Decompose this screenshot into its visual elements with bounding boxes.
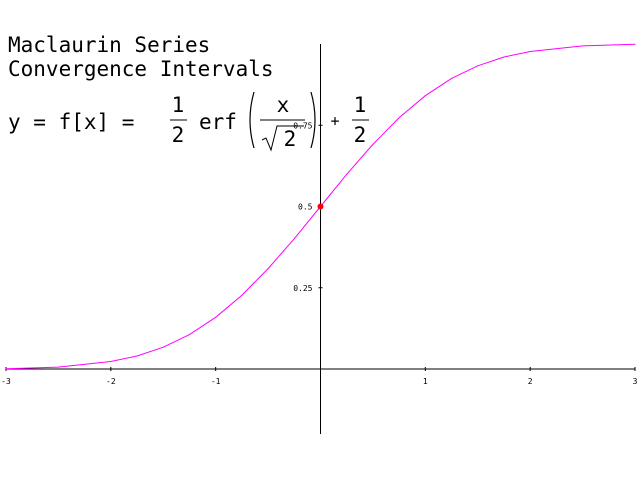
data-point [267,268,269,270]
data-point [5,368,7,370]
formula-plus: + [330,112,339,130]
data-point [503,56,505,58]
data-point [582,45,584,47]
x-tick-label: -2 [106,377,116,386]
formula-lhs: y = f[x] = [8,110,134,134]
formula-half-numerator: 1 [172,93,185,117]
data-point [451,77,453,79]
y-tick-label: 0.25 [293,284,312,293]
chart-title-line-2: Convergence Intervals [8,57,274,81]
x-tick-label: 3 [633,377,638,386]
formula-right-paren [310,91,316,149]
x-tick-label: 2 [528,377,533,386]
formula-left-paren [249,91,255,149]
x-tick-label: -3 [1,377,11,386]
x-tick-label: 1 [423,377,428,386]
data-point [372,143,374,145]
data-point [529,50,531,52]
data-point [424,95,426,97]
data-point [241,294,243,296]
formula-function-name: erf [199,110,237,134]
highlight-point [317,203,324,210]
data-point [293,238,295,240]
x-tick-label: -1 [211,377,221,386]
data-point [136,355,138,357]
formula-tail-denominator: 2 [354,123,367,147]
formula-sqrt-sign [261,125,304,152]
data-point [57,366,59,368]
data-point [188,334,190,336]
formula-tail-numerator: 1 [354,93,367,117]
formula-half-denominator: 2 [172,123,185,147]
axis-ticks: -3 -2 -1 1 2 3 0.25 0.5 0.75 [1,121,637,386]
data-point [110,361,112,363]
data-point [346,173,348,175]
data-point [398,117,400,119]
y-tick-label: 0.5 [298,203,313,212]
data-point [477,65,479,67]
data-point [215,316,217,318]
formula-sqrt-argument: 2 [284,127,297,151]
data-point [634,43,636,45]
chart-title-line-1: Maclaurin Series [8,33,211,57]
formula-fraction-numerator: x [277,93,290,117]
data-point [162,346,164,348]
y-tick-label: 0.75 [293,121,312,130]
formula: y = f[x] = 1 2 erf x 2 + 1 2 [8,91,369,152]
